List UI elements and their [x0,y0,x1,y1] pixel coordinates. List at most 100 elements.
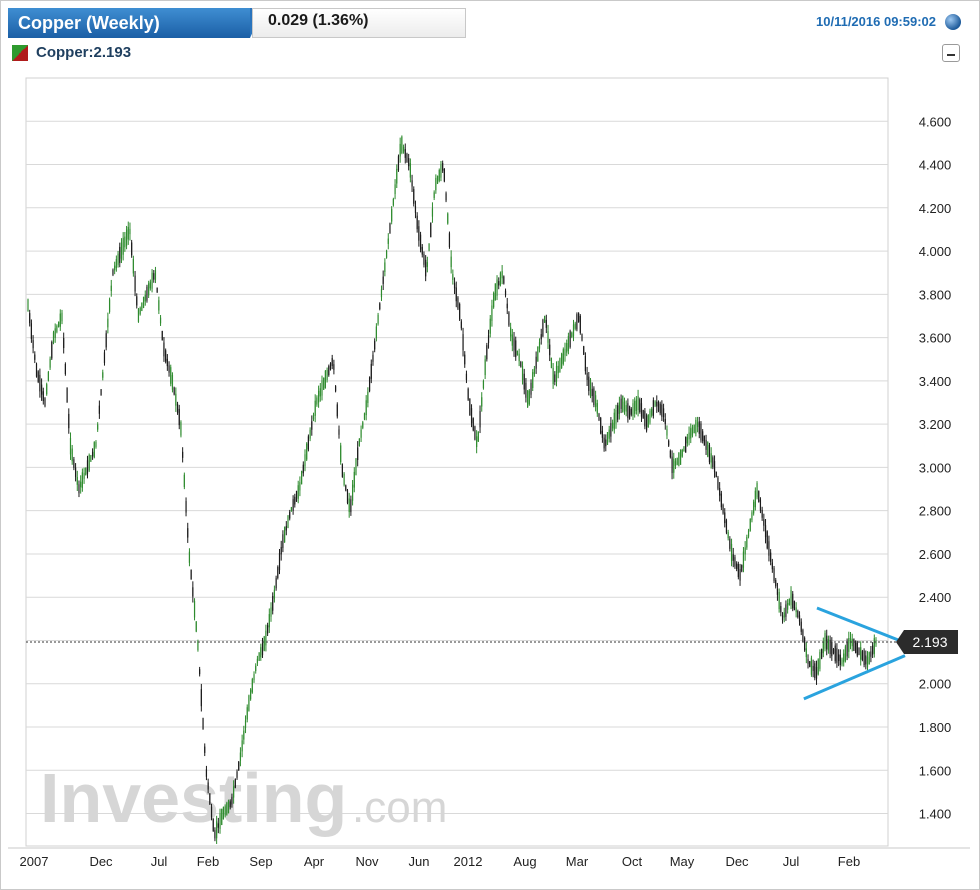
chart-title-tab[interactable]: Copper (Weekly) [8,8,250,38]
globe-icon[interactable] [945,14,961,30]
candle-body [564,348,566,356]
candle-body [370,363,372,379]
candle-body [214,830,216,839]
candle-body [165,350,167,362]
candle-body [452,274,454,280]
candle-body [815,666,818,679]
candle-body [647,414,649,427]
candle-body [372,354,374,362]
candle-body [759,499,762,511]
candle-body [175,393,177,406]
candle-body [341,464,343,477]
candle-body [205,769,208,777]
candle-body [63,338,65,349]
candle-body [199,669,201,675]
candle-body [530,382,532,395]
candle-body [141,302,143,311]
candle-body [69,438,72,455]
candle-body [450,256,452,268]
candle-body [131,242,133,256]
candle-body [589,379,592,397]
candle-body [549,344,551,356]
candle-body [345,485,347,491]
candle-body [773,568,775,581]
candle-body [717,477,719,489]
candle-body [182,451,184,458]
candle-body [686,437,688,444]
candle-body [659,403,661,414]
candle-body [732,554,734,561]
candle-body [122,237,124,255]
candle-body [866,656,869,668]
candle-body [817,659,819,675]
candle-body [725,520,728,533]
candle-body [535,356,537,369]
candle-body [59,313,61,327]
candle-body [770,552,772,562]
candle-body [736,563,738,569]
candle-body [758,491,760,502]
candle-body [32,340,34,349]
candle-body [487,335,490,344]
candle-body [727,532,729,539]
candle-body [598,414,600,420]
candle-body [640,403,643,417]
candle-body [340,445,342,463]
y-tick-label: 2.800 [919,504,952,519]
candle-body [37,371,39,382]
candle-body [224,806,226,816]
candle-body [566,343,568,353]
candle-body [508,312,510,326]
candle-body [42,391,44,402]
candle-body [824,633,826,649]
candle-body [561,353,563,369]
candle-body [294,496,296,505]
candle-body [263,636,265,651]
candle-body [754,490,756,508]
x-tick-label: Aug [513,854,536,869]
candle-body [596,403,598,414]
candle-body [542,319,544,337]
candle-body [66,388,68,403]
candle-body [156,287,158,293]
candle-body [302,464,304,474]
candle-body [124,236,126,248]
candle-body [416,215,418,230]
candle-body [292,499,294,511]
candle-body [129,228,131,235]
candle-body [76,476,78,485]
candle-body [265,630,267,646]
candle-body [664,418,666,424]
candle-body [421,246,423,255]
candle-body [724,512,726,524]
candle-body [348,498,350,513]
candle-body [397,156,400,171]
candle-body [316,397,318,405]
candle-body [673,458,675,473]
x-tick-label: 2007 [20,854,49,869]
candle-body [151,272,153,289]
candle-body [674,461,677,466]
candle-body [120,242,123,259]
candle-body [311,421,313,430]
candle-body [679,449,682,465]
candle-body [382,276,384,284]
candle-body [464,354,466,365]
candle-body [569,331,571,348]
candle-body [707,441,709,457]
candle-body [329,363,332,370]
candle-body [180,422,182,436]
candle-body [56,325,58,332]
candle-body [396,168,398,184]
candle-body [299,482,301,491]
candle-body [282,534,284,549]
x-tick-label: Nov [355,854,379,869]
candle-body [103,352,106,363]
candle-body [809,661,811,667]
candle-body [625,405,627,412]
candle-body [357,447,359,461]
candle-body [856,642,858,656]
minimize-button[interactable] [942,44,960,62]
candle-body [771,562,773,570]
